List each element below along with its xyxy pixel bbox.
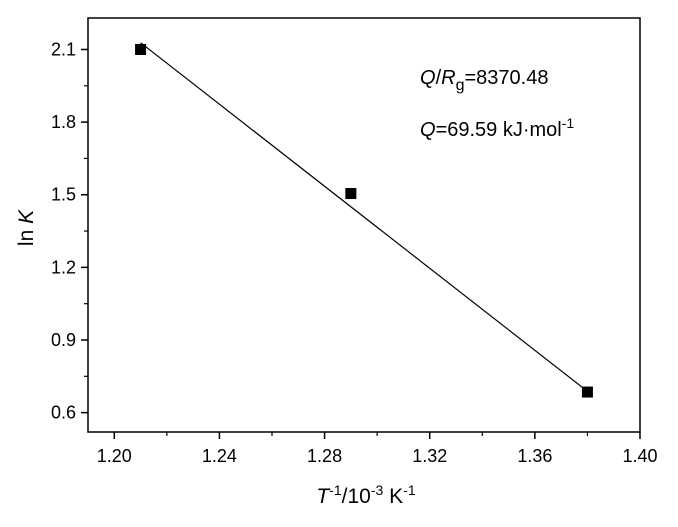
x-tick-label-1: 1.24 xyxy=(202,446,237,466)
y-tick-label-1: 0.9 xyxy=(51,330,76,350)
annotation-ratio: Q/Rg=8370.48 xyxy=(420,67,548,94)
x-tick-label-0: 1.20 xyxy=(97,446,132,466)
y-tick-label-5: 2.1 xyxy=(51,39,76,59)
x-axis-title: T-1/10-3 K-1 xyxy=(316,482,415,508)
fit-line xyxy=(140,42,588,392)
x-tick-labels: 1.20 1.24 1.28 1.32 1.36 1.40 xyxy=(97,446,658,466)
data-point-1 xyxy=(345,188,357,200)
annotation-energy: Q=69.59 kJ·mol-1 xyxy=(420,115,574,141)
x-tick-label-2: 1.28 xyxy=(307,446,342,466)
y-tick-label-3: 1.5 xyxy=(51,185,76,205)
y-tick-label-2: 1.2 xyxy=(51,257,76,277)
fit-line-group xyxy=(140,42,588,392)
data-point-2 xyxy=(581,386,593,398)
x-tick-label-3: 1.32 xyxy=(412,446,447,466)
x-tick-label-4: 1.36 xyxy=(517,446,552,466)
y-tick-label-4: 1.8 xyxy=(51,112,76,132)
plot-frame xyxy=(87,17,641,433)
y-tick-label-0: 0.6 xyxy=(51,403,76,423)
data-point-0 xyxy=(135,43,147,55)
x-tick-label-5: 1.40 xyxy=(622,446,657,466)
y-tick-labels: 0.6 0.9 1.2 1.5 1.8 2.1 xyxy=(51,39,76,422)
tick-marks xyxy=(81,48,641,439)
y-axis-title: ln K xyxy=(15,209,38,246)
data-points xyxy=(135,43,593,398)
